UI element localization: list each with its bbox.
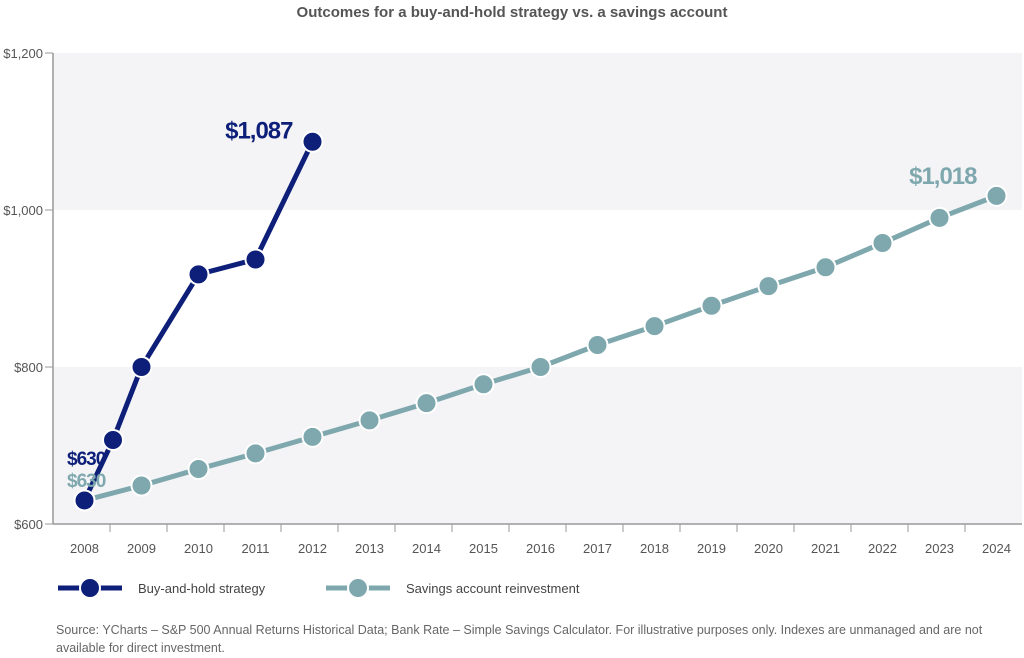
data-point — [643, 315, 666, 338]
x-tick-label: 2012 — [298, 541, 327, 556]
y-tick-label: $1,000 — [3, 203, 43, 218]
y-tick-label: $600 — [14, 517, 43, 532]
data-point — [472, 373, 495, 396]
legend-label: Savings account reinvestment — [406, 580, 580, 596]
legend-marker-teal-icon — [326, 577, 390, 599]
x-tick-label: 2022 — [868, 541, 897, 556]
line-chart: $600 $800 $1,000 $1,200 2008 2009 2010 2011 2012… — [3, 46, 1022, 556]
y-tick-label: $1,200 — [3, 46, 43, 61]
x-tick-label: 2011 — [242, 541, 270, 556]
data-point — [244, 442, 267, 465]
x-tick-label: 2020 — [754, 541, 783, 556]
grid-band — [53, 53, 1022, 210]
data-label: $1,018 — [909, 163, 977, 190]
data-point — [757, 275, 780, 298]
data-point — [814, 256, 837, 279]
y-tick-label: $800 — [14, 360, 43, 375]
x-tick-label: 2013 — [355, 541, 384, 556]
x-tick-label: 2008 — [70, 541, 99, 556]
data-point — [73, 489, 96, 512]
data-point — [187, 263, 210, 286]
chart-title: Outcomes for a buy-and-hold strategy vs.… — [296, 4, 728, 21]
x-tick-label: 2015 — [469, 541, 498, 556]
x-tick-label: 2009 — [127, 541, 156, 556]
legend-item-buy-and-hold: Buy-and-hold strategy — [56, 577, 265, 599]
x-tick-label: 2018 — [640, 541, 669, 556]
data-point — [928, 206, 951, 229]
data-label: $1,087 — [225, 118, 293, 145]
data-point — [301, 425, 324, 448]
legend-marker-navy-icon — [58, 577, 122, 599]
x-tick-label: 2017 — [583, 541, 612, 556]
source-note: Source: YCharts – S&P 500 Annual Returns… — [56, 623, 983, 655]
legend-label: Buy-and-hold strategy — [138, 580, 266, 596]
x-tick-label: 2010 — [184, 541, 213, 556]
x-tick-label: 2024 — [982, 541, 1011, 556]
data-point — [529, 356, 552, 378]
data-point — [301, 130, 324, 153]
x-tick-label: 2016 — [526, 541, 555, 556]
series-line-0 — [82, 140, 315, 502]
data-point — [700, 294, 723, 317]
x-tick-label: 2019 — [697, 541, 726, 556]
data-point — [586, 334, 609, 357]
data-point — [130, 474, 153, 497]
data-point — [187, 458, 210, 481]
data-point — [102, 429, 124, 452]
legend-item-savings: Savings account reinvestment — [324, 577, 579, 599]
grid-band — [53, 367, 1022, 524]
x-tick-label: 2021 — [811, 541, 840, 556]
data-point — [871, 231, 894, 254]
data-point — [358, 409, 381, 432]
data-point — [415, 392, 438, 415]
data-point — [244, 248, 267, 271]
x-tick-label: 2014 — [412, 541, 441, 556]
data-label: $630 — [67, 449, 106, 470]
data-label: $630 — [67, 471, 106, 492]
data-point — [130, 356, 153, 378]
data-point — [985, 184, 1008, 207]
x-tick-label: 2023 — [925, 541, 954, 556]
